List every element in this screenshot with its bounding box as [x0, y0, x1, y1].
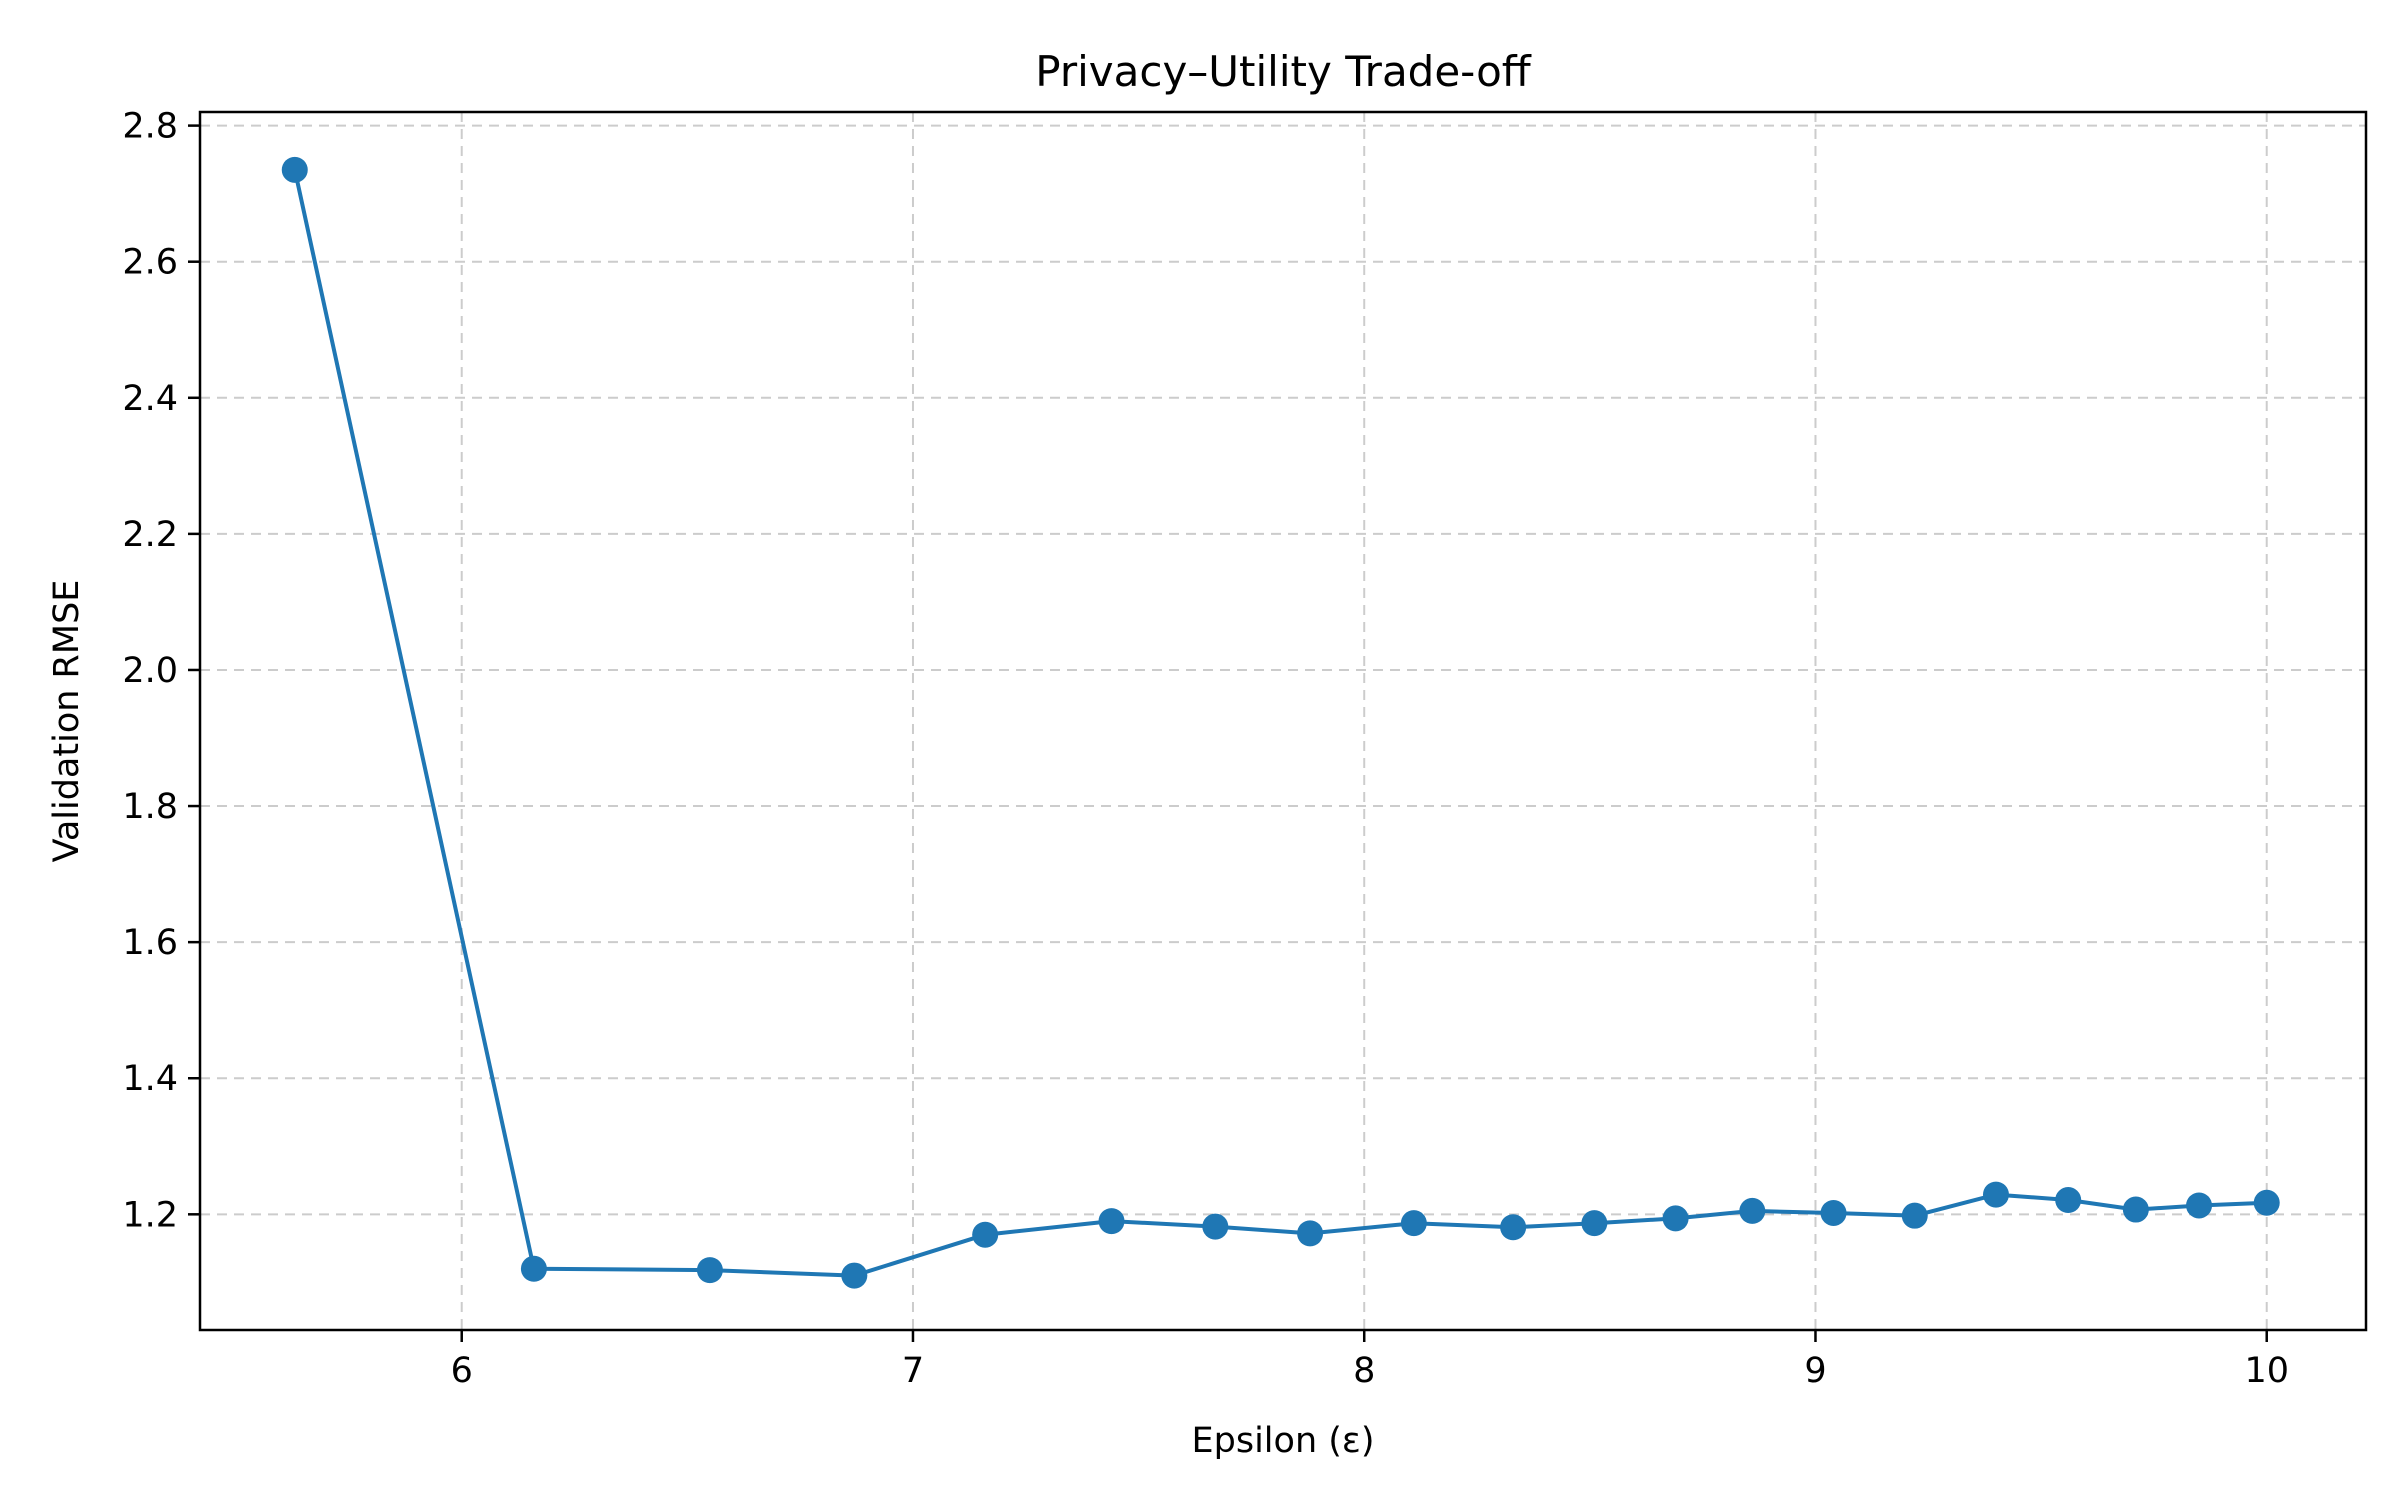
x-tick-label: 8: [1353, 1351, 1375, 1391]
data-point: [1982, 1181, 2009, 1208]
y-tick-label: 1.6: [122, 923, 178, 963]
x-tick-label: 7: [902, 1351, 924, 1391]
data-point: [1202, 1213, 1229, 1240]
data-point: [2055, 1187, 2082, 1214]
grid-lines: [200, 112, 2366, 1330]
y-tick-label: 2.0: [122, 651, 178, 691]
data-point: [696, 1257, 723, 1284]
data-point: [281, 156, 308, 183]
y-tick-label: 1.4: [122, 1059, 178, 1099]
chart-text: Privacy–Utility Trade-off Epsilon (ε) Va…: [47, 47, 1532, 1461]
y-tick-label: 2.2: [122, 515, 178, 555]
data-point: [1297, 1220, 1324, 1247]
data-point: [841, 1262, 868, 1289]
data-point: [1581, 1210, 1608, 1237]
data-point: [972, 1221, 999, 1248]
axes: 6 7 8 9 10 1.2 1.4 1.6 1.8 2.0 2.2 2.4 2.6 2.8: [122, 107, 2368, 1391]
x-tick-label: 10: [2244, 1351, 2289, 1391]
chart-title: Privacy–Utility Trade-off: [1035, 47, 1532, 96]
x-axis-label: Epsilon (ε): [1192, 1421, 1375, 1461]
data-series: [281, 156, 2280, 1289]
y-tick-label: 2.6: [122, 243, 178, 283]
y-tick-label: 2.8: [122, 107, 178, 147]
data-point: [2253, 1189, 2280, 1216]
data-point: [1400, 1210, 1427, 1237]
y-tick-label: 1.2: [122, 1195, 178, 1235]
data-point: [1662, 1205, 1689, 1232]
data-point: [1500, 1214, 1527, 1241]
x-tick-label: 6: [451, 1351, 473, 1391]
data-point: [2186, 1192, 2213, 1219]
data-point: [1098, 1208, 1125, 1235]
data-point: [520, 1255, 547, 1282]
x-tick-label: 9: [1804, 1351, 1826, 1391]
y-axis-label: Validation RMSE: [47, 580, 87, 863]
plot-frame: [198, 110, 2368, 1332]
data-point: [1820, 1199, 1847, 1226]
y-tick-label: 2.4: [122, 379, 178, 419]
data-point: [2122, 1196, 2149, 1223]
data-point: [1739, 1197, 1766, 1224]
y-tick-label: 1.8: [122, 787, 178, 827]
data-point: [1901, 1202, 1928, 1229]
